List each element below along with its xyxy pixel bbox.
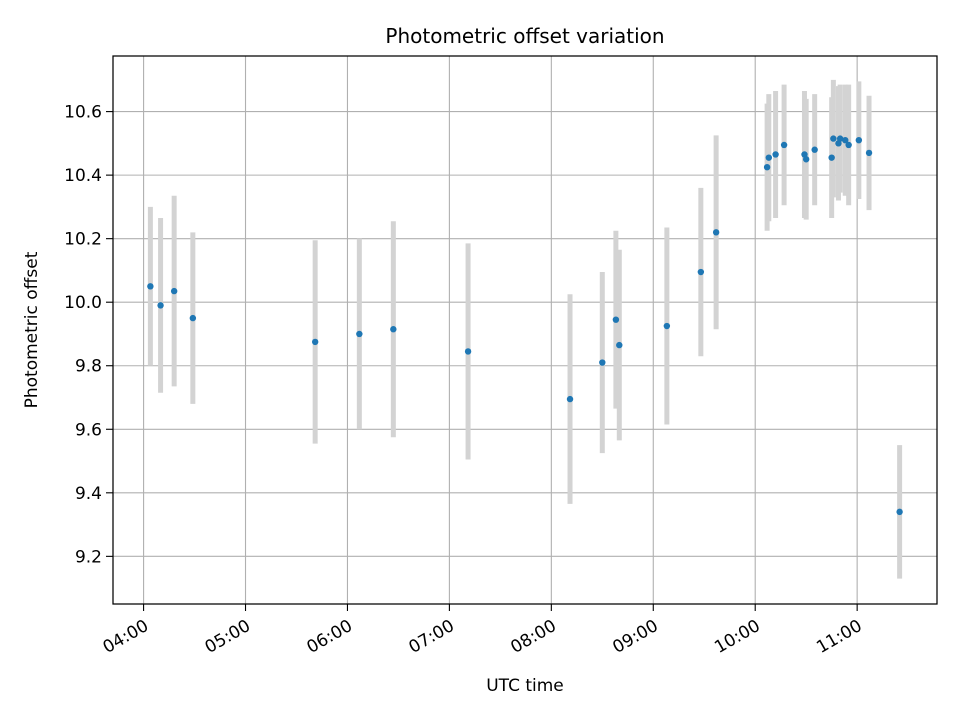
x-axis-label: UTC time — [486, 676, 564, 696]
data-point — [390, 326, 397, 333]
data-point — [616, 341, 623, 349]
y-tick-label: 9.4 — [75, 484, 102, 504]
data-point — [712, 229, 720, 236]
data-point — [772, 151, 779, 158]
data-point — [836, 135, 844, 142]
data-point — [865, 149, 873, 157]
data-point — [356, 330, 363, 338]
y-tick-label: 9.6 — [75, 420, 102, 440]
data-point — [599, 359, 606, 366]
y-axis-label: Photometric offset — [22, 251, 42, 408]
data-point — [855, 136, 863, 144]
data-point — [566, 395, 574, 403]
data-point — [830, 135, 837, 142]
data-point — [612, 316, 620, 323]
y-axis-ticks: 9.2 9.4 9.6 9.8 10.0 10.2 10.4 10.6 — [64, 103, 113, 567]
data-point — [311, 338, 319, 346]
y-tick-label: 9.2 — [75, 547, 102, 567]
data-point — [763, 163, 771, 171]
data-point — [464, 348, 472, 355]
data-points — [147, 135, 903, 516]
data-point — [811, 146, 818, 153]
data-point — [765, 154, 773, 161]
y-tick-label: 10.4 — [64, 166, 102, 186]
data-point — [663, 322, 671, 330]
chart-title: Photometric offset variation — [385, 24, 664, 48]
data-point — [802, 156, 810, 163]
data-point — [845, 141, 852, 149]
y-tick-label: 10.6 — [64, 103, 102, 123]
y-tick-label: 10.0 — [64, 293, 102, 313]
y-tick-label: 10.2 — [64, 230, 102, 250]
data-point — [896, 508, 903, 516]
plot-frame — [112, 55, 938, 605]
data-point — [170, 287, 178, 295]
data-point — [157, 302, 164, 309]
y-tick-label: 9.8 — [75, 357, 102, 377]
data-point — [828, 154, 835, 161]
data-point — [780, 141, 788, 149]
data-point — [147, 283, 154, 290]
data-point — [189, 314, 197, 322]
data-point — [842, 136, 849, 144]
data-point — [697, 268, 705, 276]
